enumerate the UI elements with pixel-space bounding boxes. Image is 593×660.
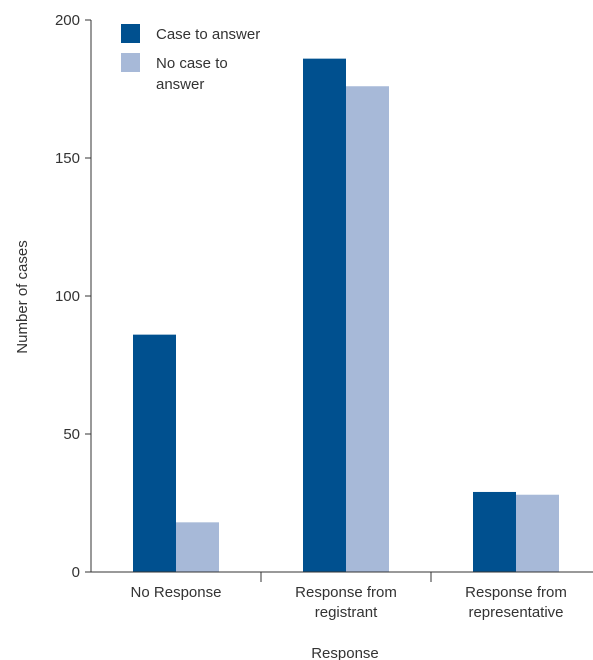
bar-series-2-2 [516, 494, 559, 572]
x-tick-label-line: Response from [465, 584, 567, 601]
bar-series-2-1 [346, 86, 389, 573]
bars [133, 58, 559, 573]
y-tick-label: 200 [55, 12, 80, 29]
y-tick-label: 50 [63, 426, 80, 443]
bar-series-2-0 [176, 522, 219, 572]
legend-label-1: Case to answer [156, 26, 260, 43]
x-tick-label: No Response [131, 584, 222, 601]
x-tick-label-line: registrant [315, 604, 378, 621]
legend-label-2: No case to answer [156, 55, 228, 93]
x-tick-label-line: representative [468, 604, 563, 621]
legend-swatch-2 [121, 53, 140, 72]
y-axis-title: Number of cases [14, 240, 31, 353]
bar-series-1-2 [473, 491, 516, 572]
bar-series-1-0 [133, 334, 176, 572]
legend-label-2-line: No case to [156, 55, 228, 72]
x-tick-label: Response from representative [465, 584, 567, 621]
x-tick-label-line: Response from [295, 584, 397, 601]
legend-label-1-line: Case to answer [156, 26, 260, 43]
legend: Case to answer No case to answer [121, 24, 260, 93]
y-tick-label: 150 [55, 150, 80, 167]
y-tick-label: 100 [55, 288, 80, 305]
x-tick-label-line: No Response [131, 584, 222, 601]
y-axis: 0 50 100 150 200 [55, 12, 92, 581]
x-axis: No Response Response from registrantRespon… [91, 571, 593, 621]
legend-swatch-1 [121, 24, 140, 43]
y-tick-label: 0 [72, 564, 80, 581]
x-axis-title: Response [311, 645, 379, 660]
legend-label-2-line: answer [156, 76, 204, 93]
x-tick-label: Response from registrant [295, 584, 397, 621]
bar-series-1-1 [303, 58, 346, 572]
